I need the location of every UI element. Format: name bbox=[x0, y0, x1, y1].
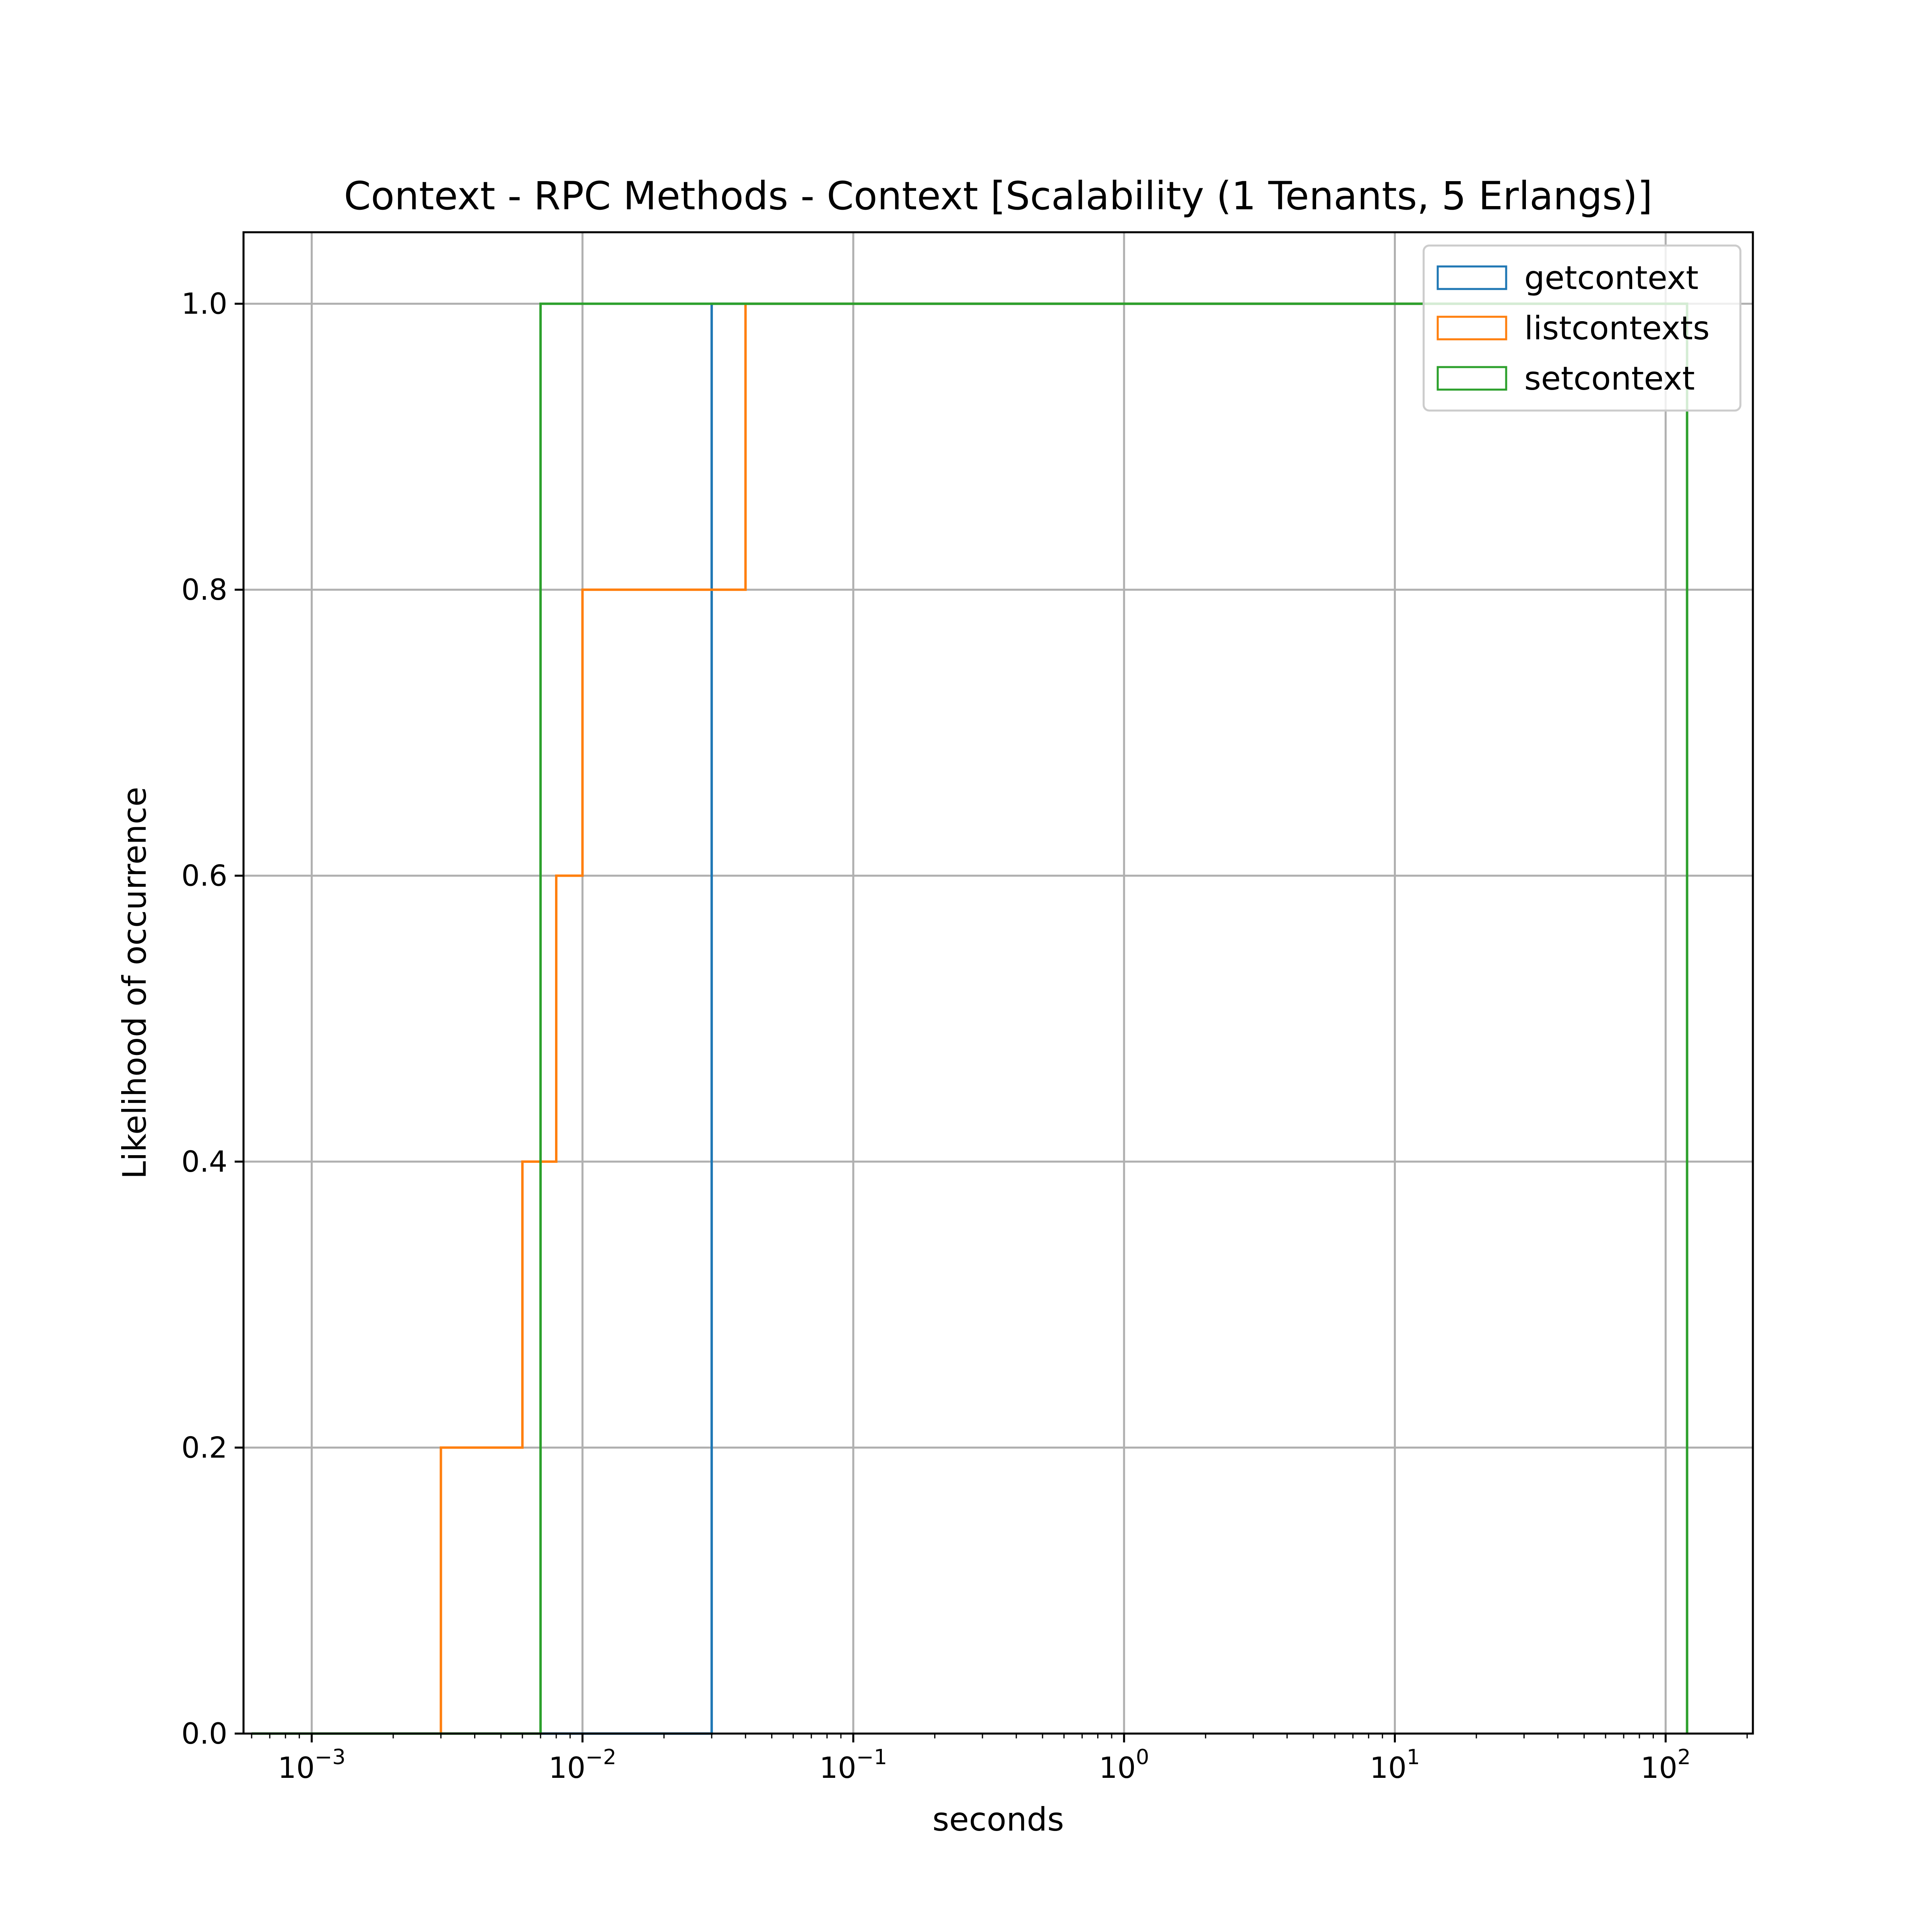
x-tick-label: 10−2 bbox=[549, 1745, 616, 1785]
x-tick-base: 10 bbox=[1370, 1751, 1407, 1785]
x-tick-base: 10 bbox=[1099, 1751, 1136, 1785]
x-tick-base: 10 bbox=[278, 1751, 315, 1785]
chart-title: Context - RPC Methods - Context [Scalabi… bbox=[344, 173, 1652, 219]
legend-swatch bbox=[1437, 366, 1507, 391]
x-axis-label: seconds bbox=[933, 1801, 1064, 1838]
legend-swatch bbox=[1437, 265, 1507, 290]
x-tick-exponent: −1 bbox=[856, 1745, 887, 1769]
x-tick-label: 10−3 bbox=[278, 1745, 345, 1785]
x-tick-base: 10 bbox=[549, 1751, 586, 1785]
legend-frame bbox=[1422, 244, 1742, 412]
y-tick-label: 0.8 bbox=[181, 573, 227, 607]
x-tick-base: 10 bbox=[819, 1751, 857, 1785]
legend-label: listcontexts bbox=[1524, 310, 1710, 347]
x-tick-label: 10−1 bbox=[819, 1745, 887, 1785]
y-tick-label: 0.4 bbox=[181, 1145, 227, 1179]
plot-frame bbox=[242, 231, 1754, 1735]
y-tick-label: 0.0 bbox=[181, 1717, 227, 1750]
x-tick-exponent: 2 bbox=[1677, 1745, 1690, 1769]
y-axis-label: Likelihood of occurrence bbox=[116, 787, 153, 1179]
x-tick-base: 10 bbox=[1641, 1751, 1678, 1785]
y-tick-label: 0.6 bbox=[181, 859, 227, 893]
legend-label: setcontext bbox=[1524, 360, 1695, 397]
legend: getcontext listcontexts setcontext bbox=[1422, 244, 1742, 412]
x-tick-exponent: 1 bbox=[1407, 1745, 1420, 1769]
y-tick-label: 1.0 bbox=[181, 287, 227, 321]
x-tick-label: 100 bbox=[1099, 1745, 1149, 1785]
x-tick-label: 101 bbox=[1370, 1745, 1420, 1785]
x-tick-exponent: −2 bbox=[586, 1745, 617, 1769]
x-tick-label: 102 bbox=[1641, 1745, 1691, 1785]
legend-swatch bbox=[1437, 316, 1507, 341]
y-tick-label: 0.2 bbox=[181, 1431, 227, 1465]
legend-label: getcontext bbox=[1524, 259, 1699, 297]
x-tick-exponent: 0 bbox=[1136, 1745, 1149, 1769]
x-tick-exponent: −3 bbox=[315, 1745, 346, 1769]
